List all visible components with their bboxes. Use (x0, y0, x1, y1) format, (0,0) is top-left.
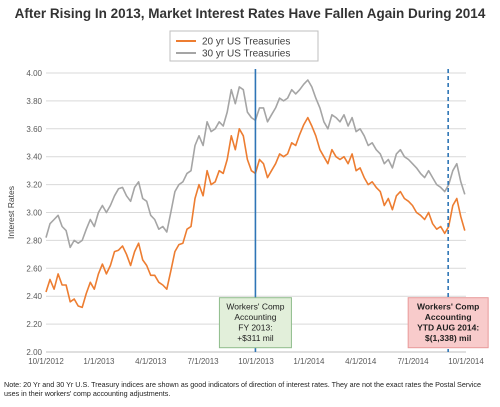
y-tick-label: 3.40 (26, 153, 42, 162)
footnote: Note: 20 Yr and 30 Yr U.S. Treasury indi… (4, 380, 482, 398)
annotation-text: FY 2013: (238, 323, 272, 333)
y-tick-label: 2.80 (26, 236, 42, 245)
annotation-text: Accounting (234, 312, 276, 322)
annotation-text: Workers' Comp (226, 302, 284, 312)
x-tick-label: 10/1/2013 (238, 357, 274, 366)
annotation-text: YTD AUG 2014: (417, 323, 479, 333)
annotation-text: Workers' Comp (417, 302, 479, 312)
x-tick-label: 7/1/2013 (187, 357, 219, 366)
x-tick-label: 1/1/2013 (83, 357, 115, 366)
y-tick-label: 3.80 (26, 97, 42, 106)
y-tick-label: 2.60 (26, 264, 42, 273)
x-tick-label: 4/1/2014 (345, 357, 377, 366)
y-tick-label: 3.00 (26, 209, 42, 218)
x-tick-label: 4/1/2013 (135, 357, 167, 366)
y-tick-label: 2.20 (26, 320, 42, 329)
annotation-text: $(1,338) mil (425, 333, 471, 343)
legend-label: 30 yr US Treasuries (202, 49, 290, 60)
y-tick-label: 3.20 (26, 181, 42, 190)
annotation-text: +$311 mil (237, 333, 274, 343)
y-tick-label: 4.00 (26, 69, 42, 78)
x-tick-label: 7/1/2014 (397, 357, 429, 366)
x-tick-label: 1/1/2014 (293, 357, 325, 366)
y-axis-title: Interest Rates (6, 186, 16, 239)
annotation-box (407, 297, 489, 349)
y-tick-label: 2.00 (26, 348, 42, 357)
y-tick-label: 2.40 (26, 292, 42, 301)
y-tick-label: 3.60 (26, 125, 42, 134)
annotation-box (218, 297, 292, 349)
legend-label: 20 yr US Treasuries (202, 37, 290, 48)
legend-box (169, 30, 319, 62)
x-tick-label: 10/1/2014 (448, 357, 484, 366)
x-tick-label: 10/1/2012 (28, 357, 64, 366)
annotation-text: Accounting (425, 312, 472, 322)
chart-title: After Rising In 2013, Market Interest Ra… (14, 6, 486, 21)
